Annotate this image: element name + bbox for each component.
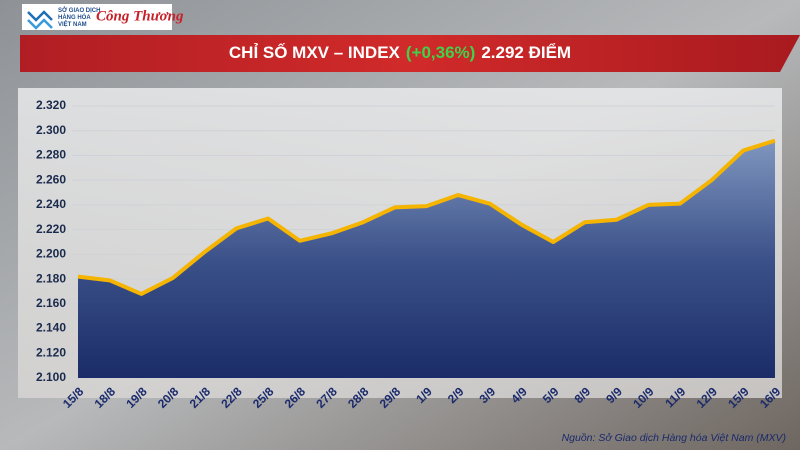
y-tick-label: 2.200 xyxy=(36,247,66,261)
logo-box xyxy=(22,4,172,30)
y-tick-label: 2.120 xyxy=(36,345,66,359)
y-tick-label: 2.320 xyxy=(36,98,66,112)
title-banner xyxy=(20,35,800,72)
logo-text: SỞ GIAO DỊCH HÀNG HÓA VIỆT NAM xyxy=(58,7,102,28)
chart-title: CHỈ SỐ MXV – INDEX (+0,36%) 2.292 ĐIỂM xyxy=(229,42,571,62)
y-tick-label: 2.260 xyxy=(36,172,66,186)
y-tick-label: 2.180 xyxy=(36,271,66,285)
line xyxy=(77,138,776,296)
title-value: 2.292 ĐIỂM xyxy=(481,43,571,62)
y-tick-label: 2.100 xyxy=(36,370,66,384)
logo-line: HÀNG HÓA xyxy=(58,13,91,21)
logo-line: VIỆT NAM xyxy=(58,20,87,28)
y-tick-label: 2.240 xyxy=(36,197,66,211)
y-tick-label: 2.160 xyxy=(36,296,66,310)
area xyxy=(78,140,775,378)
y-tick-label: 2.300 xyxy=(36,123,66,137)
logo-icon xyxy=(27,10,53,30)
partner-logo: Công Thương xyxy=(96,8,184,24)
source-note: Nguồn: Sở Giao dịch Hàng hóa Việt Nam (M… xyxy=(562,432,786,444)
y-tick-label: 2.220 xyxy=(36,222,66,236)
logo-line: SỞ GIAO DỊCH xyxy=(58,7,100,14)
title-change: (+0,36%) xyxy=(406,43,475,62)
y-tick-label: 2.140 xyxy=(36,321,66,335)
y-tick-label: 2.280 xyxy=(36,148,66,162)
title-text: CHỈ SỐ MXV – INDEX xyxy=(229,42,401,62)
